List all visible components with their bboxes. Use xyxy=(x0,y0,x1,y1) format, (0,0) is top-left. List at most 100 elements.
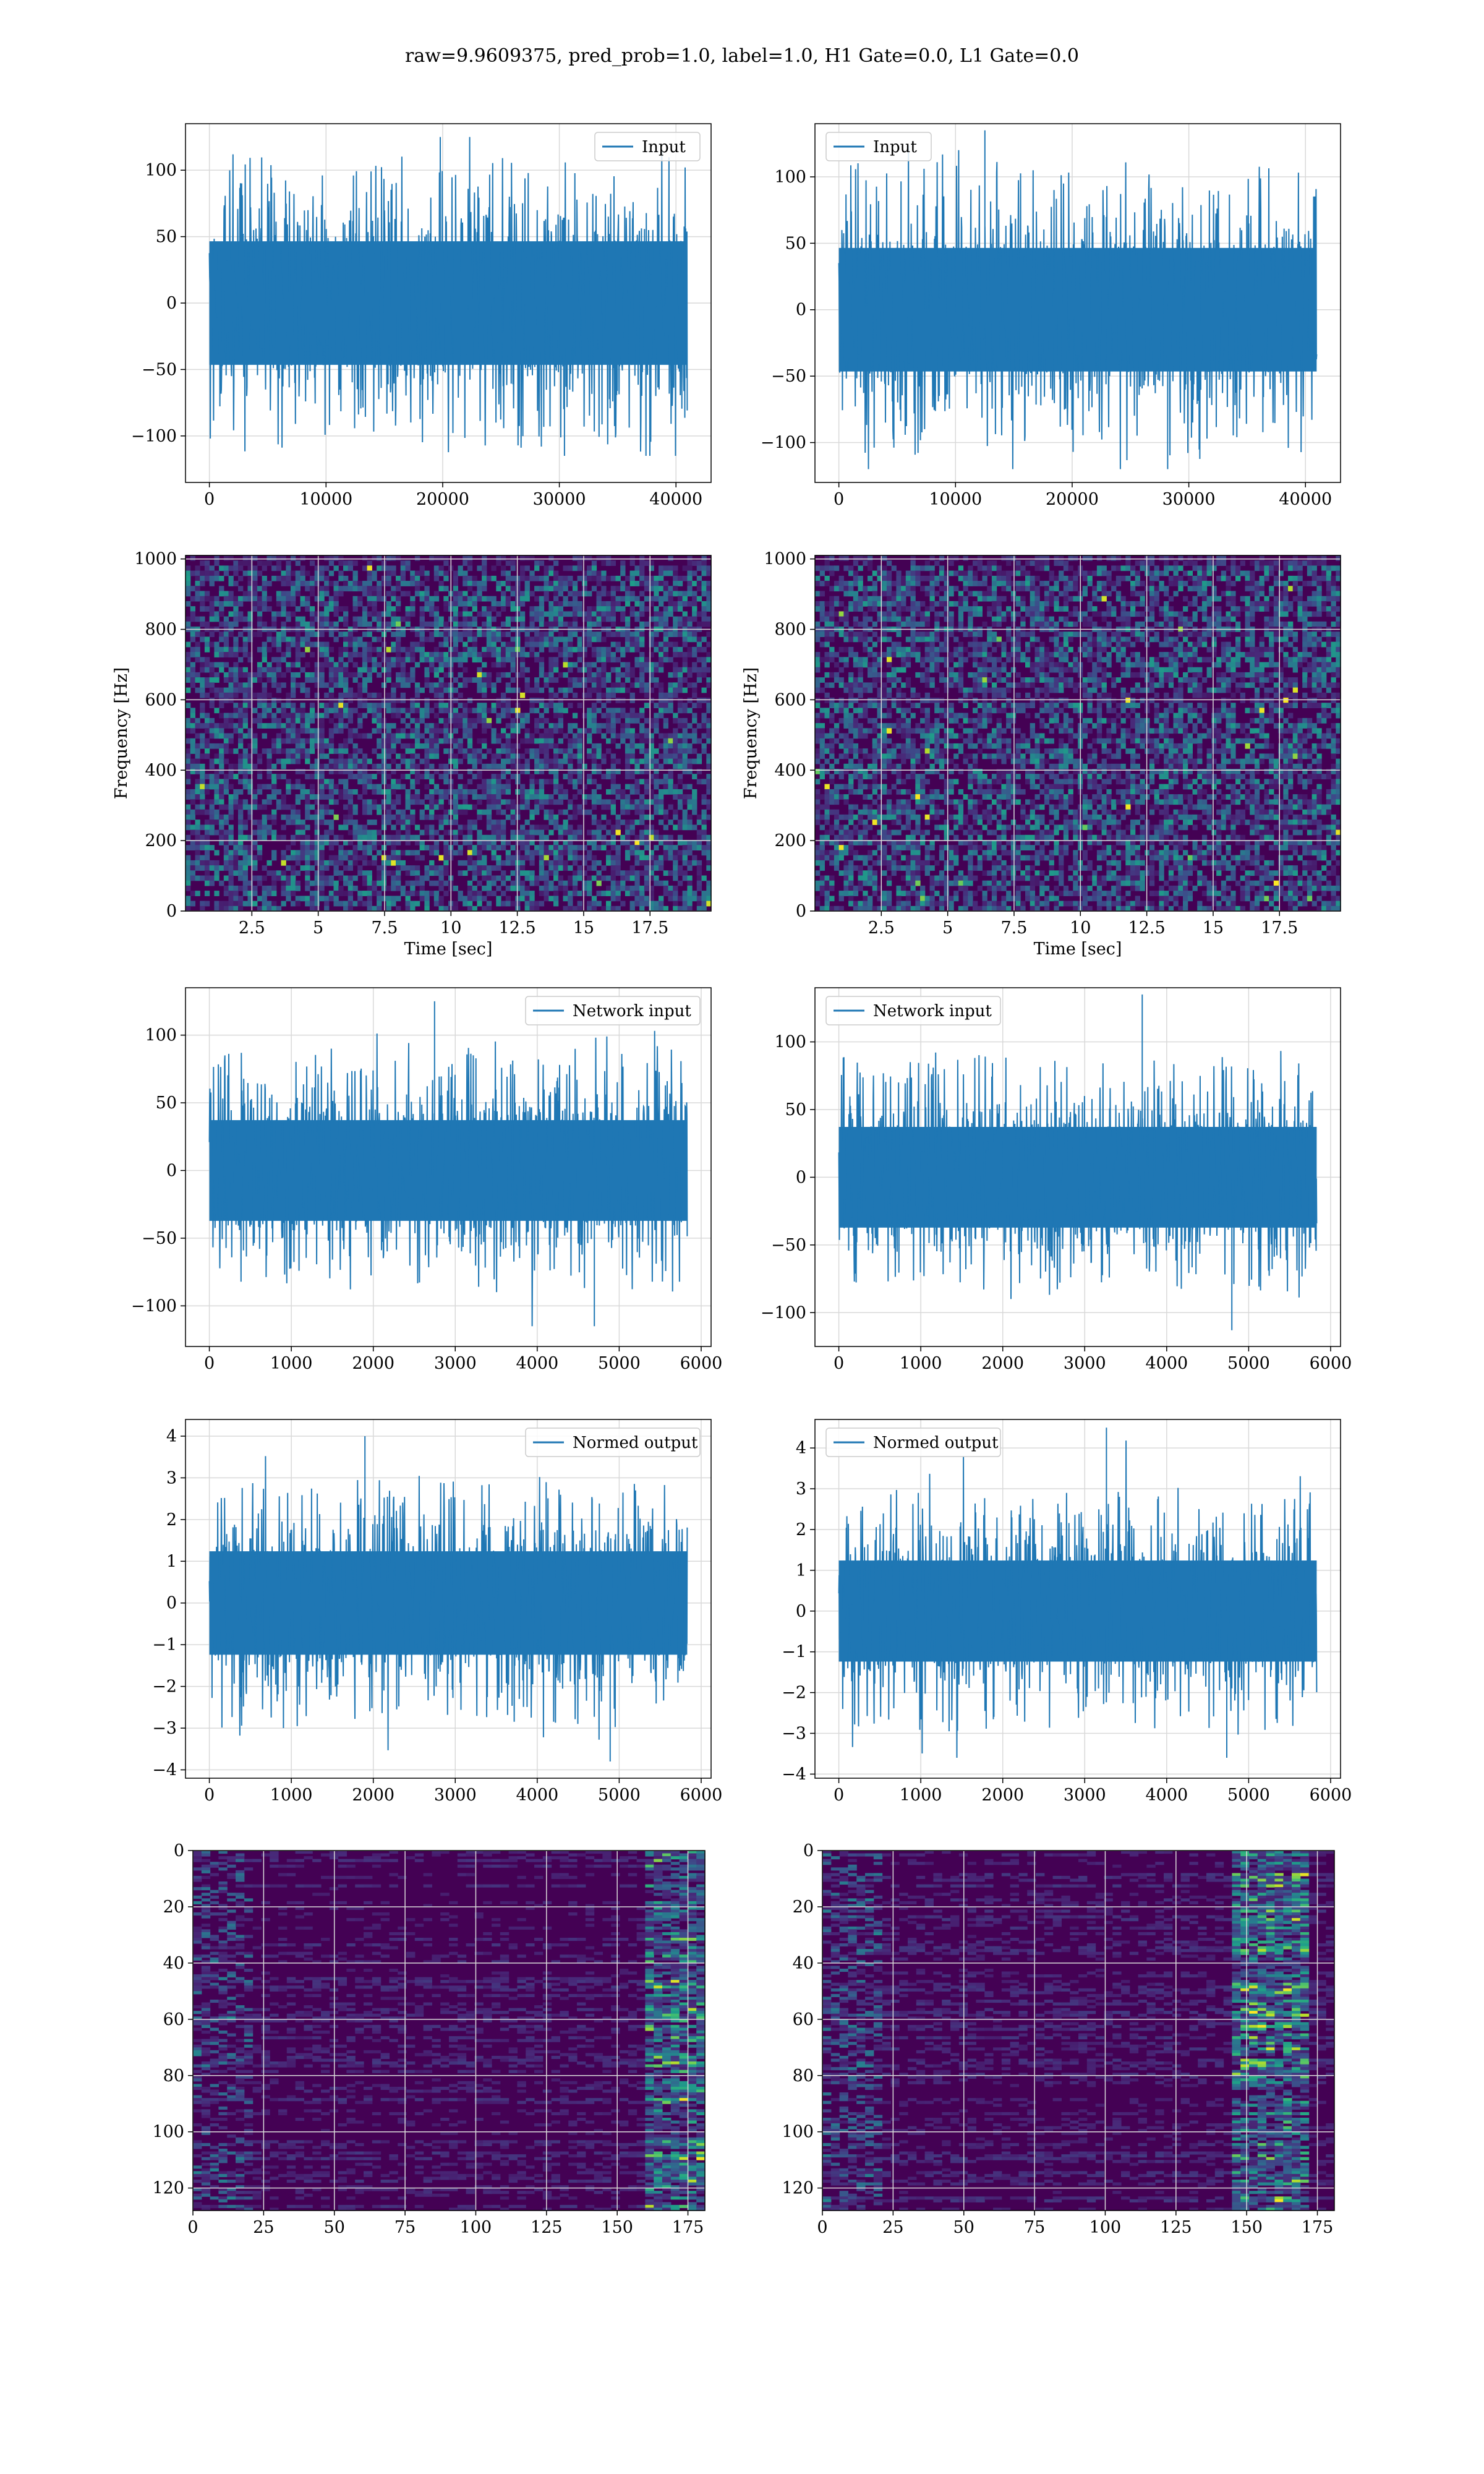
heatmap-cell xyxy=(548,692,554,698)
heatmap-cell xyxy=(668,687,673,693)
heatmap-cell xyxy=(328,763,335,769)
heatmap-cell xyxy=(328,717,335,724)
heatmap-cell xyxy=(233,728,239,734)
heatmap-cell xyxy=(482,870,487,876)
heatmap-cell xyxy=(186,672,191,678)
heatmap-cell xyxy=(668,738,673,744)
heatmap-cell xyxy=(601,840,607,845)
heatmap-cell xyxy=(186,677,191,683)
heatmap-cell xyxy=(677,880,683,886)
heatmap-cell xyxy=(338,717,344,724)
heatmap-cell xyxy=(348,891,353,896)
heatmap-cell xyxy=(381,865,387,871)
heatmap-cell xyxy=(367,586,372,592)
heatmap-cell xyxy=(505,875,511,881)
heatmap-cell xyxy=(682,758,688,764)
heatmap-cell xyxy=(223,860,229,866)
heatmap-cell xyxy=(682,591,688,597)
heatmap-cell xyxy=(247,575,253,581)
heatmap-cell xyxy=(629,672,635,678)
heatmap-cell xyxy=(482,611,487,617)
heatmap-cell xyxy=(414,794,420,800)
heatmap-cell xyxy=(367,809,372,815)
heatmap-cell xyxy=(228,875,234,881)
heatmap-cell xyxy=(610,713,616,719)
heatmap-cell xyxy=(539,865,545,871)
heatmap-cell xyxy=(195,596,200,602)
heatmap-cell xyxy=(553,901,559,907)
heatmap-cell xyxy=(496,646,501,653)
heatmap-cell xyxy=(572,565,578,571)
heatmap-cell xyxy=(242,667,248,673)
heatmap-cell xyxy=(352,601,358,607)
heatmap-cell xyxy=(443,662,449,668)
heatmap-cell xyxy=(620,840,626,845)
heatmap-cell xyxy=(291,672,296,678)
heatmap-cell xyxy=(295,636,301,643)
heatmap-cell xyxy=(333,723,339,729)
heatmap-cell xyxy=(491,804,497,810)
heatmap-cell xyxy=(673,824,678,831)
heatmap-cell xyxy=(362,880,368,886)
heatmap-cell xyxy=(587,713,592,719)
heatmap-cell xyxy=(639,855,645,861)
heatmap-cell xyxy=(591,901,597,907)
heatmap-cell xyxy=(534,829,540,836)
heatmap-cell xyxy=(352,758,358,764)
heatmap-cell xyxy=(496,652,501,657)
heatmap-cell xyxy=(357,641,363,648)
heatmap-cell xyxy=(291,870,296,876)
heatmap-cell xyxy=(281,591,286,597)
heatmap-cell xyxy=(214,652,220,657)
heatmap-cell xyxy=(242,845,248,850)
heatmap-cell xyxy=(424,667,430,673)
heatmap-cell xyxy=(553,845,559,850)
heatmap-cell xyxy=(324,708,330,714)
heatmap-cell xyxy=(429,743,435,749)
heatmap-cell xyxy=(610,789,616,795)
heatmap-cell xyxy=(214,601,220,607)
heatmap-cell xyxy=(453,840,458,845)
heatmap-cell xyxy=(271,891,277,896)
heatmap-cell xyxy=(319,652,325,657)
heatmap-cell xyxy=(381,717,387,724)
heatmap-cell xyxy=(510,601,516,607)
heatmap-cell xyxy=(692,581,697,586)
heatmap-cell xyxy=(539,601,545,607)
heatmap-cell xyxy=(405,743,411,749)
y-tick-label: 0 xyxy=(166,294,177,313)
heatmap-cell xyxy=(300,641,305,648)
heatmap-cell xyxy=(314,631,320,637)
heatmap-cell xyxy=(419,641,425,648)
heatmap-cell xyxy=(200,753,205,760)
heatmap-cell xyxy=(252,601,258,607)
heatmap-cell xyxy=(314,885,320,891)
heatmap-cell xyxy=(324,601,330,607)
heatmap-cell xyxy=(673,652,678,657)
heatmap-cell xyxy=(324,905,330,912)
heatmap-cell xyxy=(314,774,320,779)
heatmap-cell xyxy=(659,905,664,912)
heatmap-cell xyxy=(348,738,353,744)
heatmap-cell xyxy=(654,860,659,866)
heatmap-cell xyxy=(553,753,559,760)
heatmap-cell xyxy=(209,687,215,693)
heatmap-cell xyxy=(338,885,344,891)
heatmap-cell xyxy=(668,774,673,779)
heatmap-cell xyxy=(200,581,205,586)
heatmap-cell xyxy=(629,738,635,744)
heatmap-cell xyxy=(214,769,220,774)
heatmap-cell xyxy=(486,717,492,724)
heatmap-cell xyxy=(309,733,315,739)
heatmap-cell xyxy=(367,779,372,785)
heatmap-cell xyxy=(391,611,396,617)
heatmap-cell xyxy=(558,748,563,754)
heatmap-cell xyxy=(195,789,200,795)
heatmap-cell xyxy=(372,596,377,602)
heatmap-cell xyxy=(467,748,473,754)
heatmap-cell xyxy=(276,743,282,749)
heatmap-cell xyxy=(458,601,463,607)
heatmap-cell xyxy=(377,763,382,769)
heatmap-cell xyxy=(204,748,210,754)
heatmap-cell xyxy=(400,758,406,764)
